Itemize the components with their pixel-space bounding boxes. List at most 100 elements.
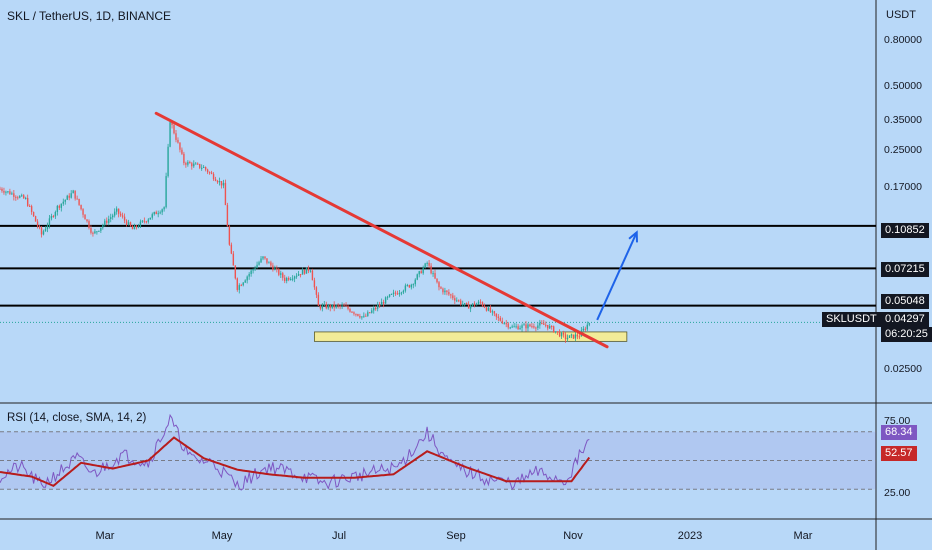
candle-body [562, 332, 565, 335]
candle-body [473, 303, 476, 306]
candle-body [3, 190, 5, 193]
candle-body [442, 288, 444, 293]
candle-body [193, 163, 195, 167]
candle-body [519, 327, 521, 330]
symbol-label: SKLUSDT [822, 312, 881, 327]
candle-body [475, 303, 478, 306]
rsi-indicator-label[interactable]: RSI (14, close, SMA, 14, 2) [7, 412, 147, 424]
candle-body [436, 278, 438, 283]
candle-body [48, 218, 51, 226]
candle-body [278, 269, 280, 275]
candle-body [438, 282, 440, 288]
candle-body [355, 313, 357, 315]
candle-body [511, 326, 513, 328]
descending-trendline [154, 111, 609, 349]
candle-body [533, 326, 535, 328]
candle-body [260, 258, 262, 263]
candle-body [551, 325, 553, 327]
candle-body [153, 211, 155, 215]
candle-body [564, 334, 567, 340]
candle-body [369, 312, 371, 314]
level-label-1: 0.07215 [881, 262, 929, 277]
currency-label: USDT [886, 9, 916, 21]
candle-body [547, 324, 549, 329]
candle-body [137, 226, 140, 228]
candle-body [159, 212, 161, 214]
candle-body [483, 305, 486, 308]
time-tick: Mar [95, 530, 115, 542]
candle-body [86, 219, 88, 222]
candle-body [388, 294, 391, 297]
candle-body [181, 149, 183, 154]
candle-body [297, 274, 300, 276]
candle-body [525, 324, 527, 329]
candle-body [440, 287, 442, 289]
candle-body [371, 310, 373, 313]
candle-body [90, 228, 92, 233]
candle-body [248, 273, 250, 277]
candle-body [286, 277, 288, 282]
last-price-label: 0.04297 [881, 312, 929, 327]
candle-body [197, 163, 199, 165]
candle-body [574, 334, 577, 339]
candle-body [410, 284, 413, 288]
candle-body [258, 262, 260, 265]
candle-body [266, 258, 268, 263]
candle-body [264, 256, 266, 259]
candle-body [412, 284, 414, 286]
candle-body [228, 226, 231, 245]
candle-body [141, 220, 144, 222]
candle-body [363, 315, 365, 317]
candle-body [582, 328, 585, 331]
rsi-value-label: 68.34 [881, 425, 917, 440]
candle-body [106, 220, 108, 223]
candle-body [131, 226, 134, 230]
candle-body [481, 302, 484, 306]
candle-body [517, 326, 519, 330]
time-tick: May [211, 530, 233, 542]
candle-body [167, 146, 169, 177]
candle-body [408, 285, 411, 288]
candle-body [110, 217, 112, 219]
candle-body [155, 211, 157, 215]
candle-body [220, 181, 223, 186]
time-tick: Sep [446, 530, 466, 542]
candle-body [32, 211, 35, 217]
candle-body [558, 331, 561, 337]
candle-body [549, 325, 551, 329]
candle-body [373, 308, 375, 311]
candle-body [66, 195, 68, 200]
candle-body [274, 268, 276, 271]
candle-body [327, 305, 329, 309]
candle-body [426, 262, 428, 264]
candle-body [189, 162, 191, 164]
candle-body [491, 311, 494, 313]
candle-body [307, 267, 310, 271]
candle-body [76, 198, 78, 200]
candle-body [365, 315, 367, 317]
candle-body [212, 173, 215, 180]
candle-body [301, 269, 304, 275]
candle-body [54, 212, 57, 217]
candle-body [119, 213, 122, 216]
candle-body [117, 208, 120, 214]
candle-body [396, 293, 399, 295]
candle-body [458, 300, 460, 302]
candle-body [570, 334, 573, 336]
rsi-line [0, 413, 590, 491]
candle-body [52, 216, 55, 218]
candle-body [23, 195, 25, 199]
candle-body [238, 285, 240, 290]
candle-body [448, 292, 450, 295]
candle-body [422, 267, 424, 274]
candle-body [7, 191, 9, 193]
candle-body [151, 214, 153, 218]
candle-body [319, 305, 322, 309]
candle-body [333, 304, 335, 308]
candle-body [98, 230, 100, 232]
candle-body [246, 276, 248, 281]
candle-body [240, 285, 242, 287]
candle-body [123, 216, 126, 221]
candle-body [378, 305, 381, 307]
